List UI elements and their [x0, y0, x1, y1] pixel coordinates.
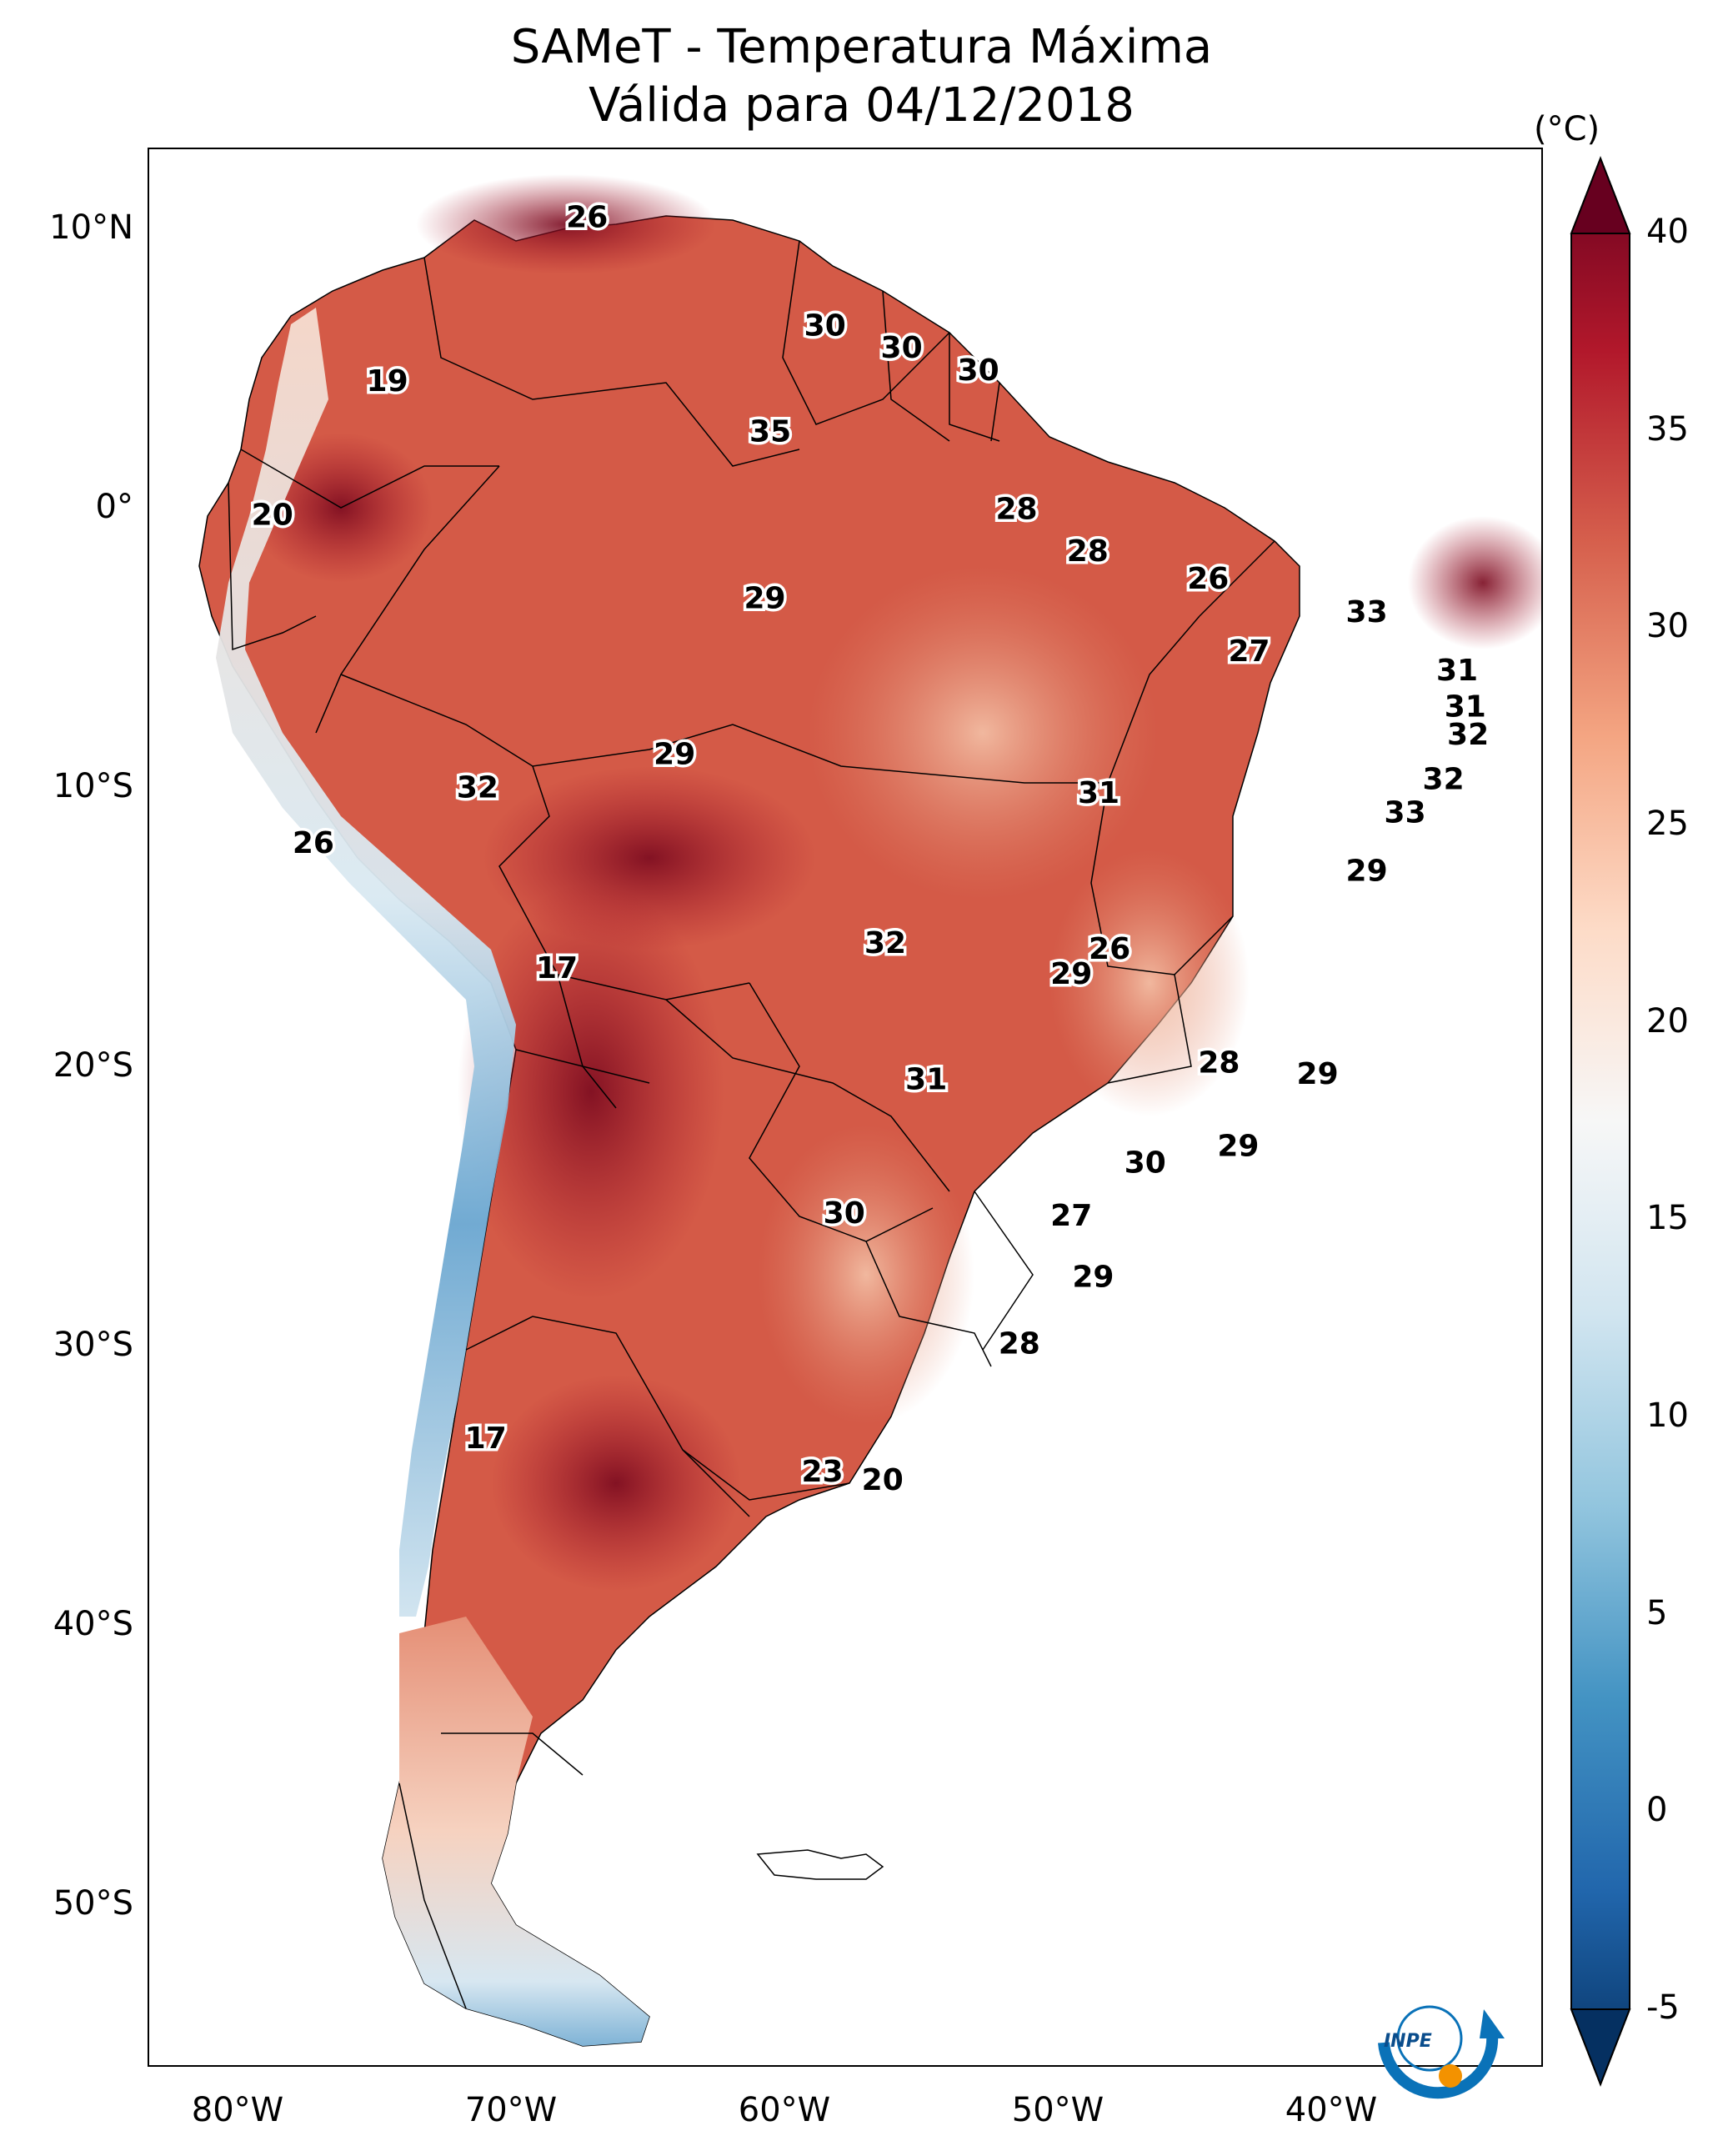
temperature-label: 35: [749, 414, 791, 449]
temperature-label: 28: [1198, 1046, 1240, 1081]
lat-tick-50s: 50°S: [53, 1884, 133, 1923]
temperature-label: 17: [536, 951, 578, 985]
temperature-label: 31: [1445, 690, 1486, 725]
temperature-label: 20: [862, 1463, 904, 1497]
lat-tick-30s: 30°S: [53, 1326, 133, 1364]
colorbar-tick-label: 30: [1646, 607, 1689, 646]
lon-tick-50w: 50°W: [1011, 2091, 1104, 2129]
colorbar-tick-label: 40: [1646, 213, 1689, 251]
temperature-label: 33: [1385, 795, 1426, 830]
temperature-label: 26: [1089, 932, 1130, 966]
colorbar-tick-label: 5: [1646, 1593, 1668, 1632]
lat-tick-0: 0°: [95, 488, 133, 526]
temperature-label: 26: [566, 200, 608, 234]
colorbar-tick-label: 15: [1646, 1199, 1689, 1238]
temperature-label: 30: [804, 309, 846, 343]
logo-text: INPE: [1384, 2031, 1432, 2052]
andes-cold-band: [216, 308, 516, 1617]
temperature-label: 29: [1346, 854, 1388, 888]
temperature-label: 31: [905, 1063, 947, 1097]
colorbar-tick-label: -5: [1646, 1988, 1680, 2027]
temperature-label: 19: [367, 364, 408, 399]
temperature-label: 32: [1423, 762, 1465, 796]
temperature-label: 33: [1346, 595, 1388, 629]
temperature-label: 29: [1217, 1130, 1259, 1164]
temperature-label: 29: [1297, 1057, 1339, 1091]
colorbar-unit: (°C): [1534, 110, 1600, 148]
map-subtitle: Válida para 04/12/2018: [589, 78, 1134, 133]
temperature-label: 31: [1436, 654, 1478, 688]
colorbar-tick-label: 10: [1646, 1396, 1689, 1435]
patagonia-cold: [383, 1617, 649, 2046]
temperature-label: 32: [457, 770, 498, 805]
temperature-label: 28: [1067, 534, 1109, 569]
colorbar-tick-label: 20: [1646, 1001, 1689, 1040]
lon-tick-40w: 40°W: [1285, 2091, 1378, 2129]
temperature-label: 32: [1447, 718, 1489, 752]
temperature-label: 17: [465, 1421, 507, 1456]
temperature-label: 23: [801, 1455, 843, 1489]
temperature-label: 29: [1072, 1261, 1114, 1295]
lat-tick-10s: 10°S: [53, 767, 133, 805]
temperature-label: 27: [1050, 1199, 1092, 1233]
map-title: SAMeT - Temperatura Máxima: [510, 20, 1213, 74]
temperature-label: 20: [252, 498, 293, 532]
temperature-label: 26: [1187, 562, 1229, 596]
falkland-islands: [756, 1849, 884, 1880]
colorbar-tick-label: 35: [1646, 409, 1689, 449]
temperature-label: 28: [999, 1327, 1040, 1361]
inpe-logo: INPE: [1378, 2005, 1505, 2099]
temperature-label: 30: [1124, 1146, 1166, 1181]
temperature-label: 32: [864, 926, 906, 960]
country-borders: [228, 240, 1275, 2009]
temperature-label: 29: [744, 582, 785, 616]
temperature-label: 29: [1050, 957, 1092, 991]
temperature-label: 31: [1078, 776, 1119, 810]
temperature-label: 30: [824, 1196, 865, 1231]
colorbar: [1570, 156, 1631, 2087]
temperature-label: 30: [958, 353, 999, 388]
lat-tick-20s: 20°S: [53, 1046, 133, 1085]
temperature-label: 30: [881, 331, 923, 365]
colorbar-tick-label: 25: [1646, 805, 1689, 843]
lon-tick-60w: 60°W: [738, 2091, 831, 2129]
temperature-label: 29: [654, 737, 695, 771]
temperature-label: 28: [995, 493, 1037, 527]
lat-tick-40s: 40°S: [53, 1605, 133, 1643]
lon-tick-70w: 70°W: [464, 2091, 558, 2129]
map-panel[interactable]: 26 30 30 30 19 35 28 20 28 26 29 33 27 31 31 32 29 32 32 31…: [148, 148, 1543, 2067]
lon-tick-80w: 80°W: [191, 2091, 284, 2129]
temperature-label: 27: [1228, 634, 1270, 669]
colorbar-tick-label: 0: [1646, 1791, 1668, 1830]
lat-tick-10n: 10°N: [49, 208, 133, 247]
temperature-label: 26: [293, 826, 334, 860]
